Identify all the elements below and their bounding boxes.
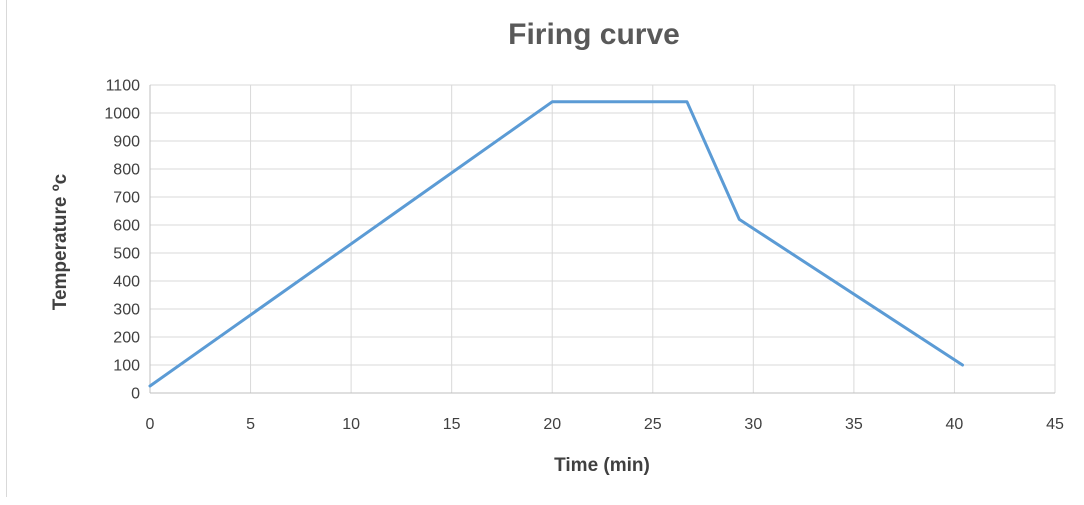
y-tick-label: 900 [113,134,140,151]
x-axis-title: Time (min) [554,455,650,476]
x-tick-label: 15 [443,416,461,433]
x-tick-label: 5 [246,416,255,433]
x-tick-label: 0 [146,416,155,433]
y-tick-label: 1100 [106,78,141,95]
y-tick-label: 200 [113,330,140,347]
y-tick-label: 400 [113,274,140,291]
y-tick-label: 1000 [104,106,140,123]
x-tick-label: 10 [342,416,360,433]
y-tick-label: 700 [113,190,140,207]
y-tick-label: 0 [131,386,140,403]
y-tick-label: 800 [113,162,140,179]
y-tick-label: 100 [113,358,140,375]
chart-title: Firing curve [508,18,680,51]
series-layer [148,100,964,388]
y-tick-label: 600 [113,218,140,235]
x-tick-label: 40 [946,416,964,433]
x-tick-label: 30 [744,416,762,433]
y-tick-label: 300 [113,302,140,319]
y-axis-title: Temperature ºc [50,173,71,310]
x-tick-label: 35 [845,416,863,433]
x-tick-label: 25 [644,416,662,433]
gridlines [150,84,1056,393]
x-tick-label: 20 [543,416,561,433]
tick-labels: 0 100 200 300 400 500 600 700 800 900 1000 1100 0 5 10… [104,78,1064,434]
y-tick-label: 500 [113,246,140,263]
series-line [148,100,964,388]
axes [149,85,1055,394]
x-tick-label: 45 [1046,416,1064,433]
